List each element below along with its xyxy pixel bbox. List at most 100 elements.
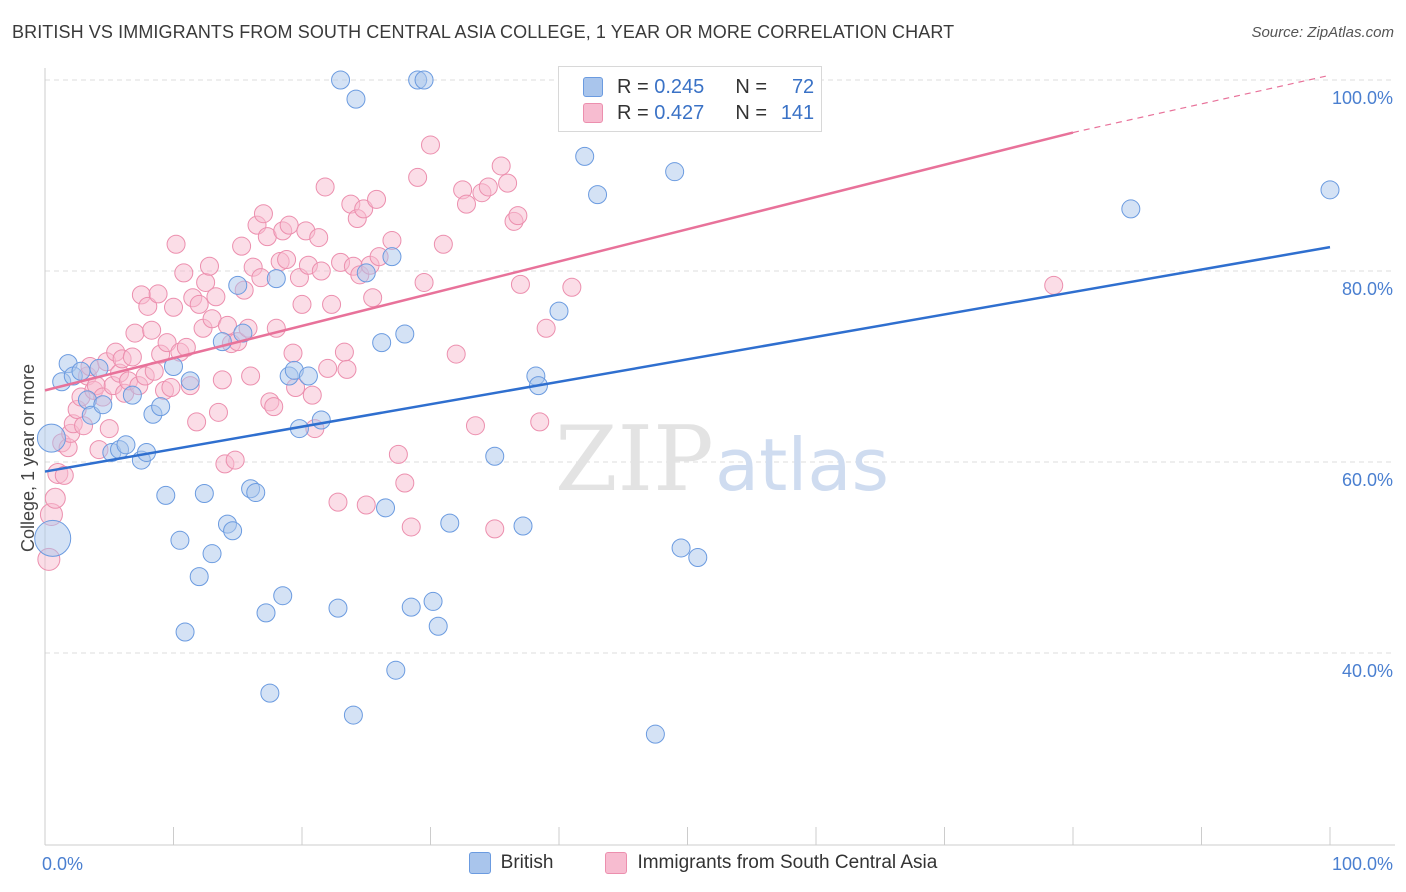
- british-point: [1320, 180, 1340, 200]
- british-point: [116, 435, 136, 455]
- british-point: [395, 324, 415, 344]
- legend-row-immigrants: R = 0.427 N = 141: [583, 100, 814, 126]
- immigrants-point: [99, 419, 119, 439]
- immigrants-point: [279, 215, 299, 235]
- british-legend-swatch: [468, 852, 491, 874]
- british-n-label: N =: [735, 75, 768, 98]
- immigrants-point: [277, 250, 297, 270]
- y-tick-label: 100.0%: [1332, 88, 1393, 108]
- british-point: [376, 498, 396, 518]
- british-points: [34, 70, 1340, 744]
- immigrants-point: [54, 465, 74, 485]
- british-point: [202, 544, 222, 564]
- british-point: [93, 395, 113, 415]
- british-swatch: [583, 77, 603, 97]
- immigrants-point: [388, 444, 408, 464]
- british-r-value: 0.245: [654, 75, 705, 98]
- immigrants-point: [395, 473, 415, 493]
- british-n-value: 72: [791, 75, 815, 98]
- immigrants-point: [166, 234, 186, 254]
- british-point: [671, 538, 691, 558]
- x-tick-label: 0.0%: [42, 854, 83, 874]
- immigrants-point: [456, 194, 476, 214]
- legend-immigrants[interactable]: Immigrants from South Central Asia: [605, 852, 937, 874]
- legend-british[interactable]: British: [468, 852, 554, 874]
- immigrants-point: [356, 495, 376, 515]
- immigrants-point: [363, 288, 383, 308]
- immigrants-legend-label: Immigrants from South Central Asia: [637, 852, 938, 873]
- british-point: [156, 485, 176, 505]
- immigrants-point: [176, 337, 196, 357]
- legend-row-british: R = 0.245 N = 72: [583, 74, 814, 100]
- british-point: [382, 247, 402, 267]
- british-point: [372, 333, 392, 353]
- immigrants-n-label: N =: [735, 101, 768, 124]
- immigrants-point: [382, 230, 402, 250]
- british-point: [71, 361, 91, 381]
- trend-lines: [44, 74, 1331, 473]
- british-point: [356, 263, 376, 283]
- immigrants-point: [315, 177, 335, 197]
- immigrants-point: [142, 320, 162, 340]
- immigrants-point: [446, 344, 466, 364]
- british-point: [246, 483, 266, 503]
- immigrants-point: [125, 323, 145, 343]
- british-point: [331, 70, 351, 90]
- immigrants-point: [478, 177, 498, 197]
- immigrants-point: [283, 343, 303, 363]
- series-legend: British Immigrants from South Central As…: [0, 852, 1406, 874]
- immigrants-point: [536, 318, 556, 338]
- immigrants-point: [328, 492, 348, 512]
- immigrants-point: [225, 450, 245, 470]
- british-point: [665, 162, 685, 182]
- british-point: [575, 146, 595, 166]
- british-point: [223, 521, 243, 541]
- immigrants-n-value: 141: [780, 101, 815, 124]
- british-point: [485, 446, 505, 466]
- british-point: [549, 301, 569, 321]
- british-point: [401, 597, 421, 617]
- british-point: [588, 185, 608, 205]
- immigrants-r-value: 0.427: [654, 101, 705, 124]
- immigrants-point: [414, 272, 434, 292]
- immigrants-point: [309, 228, 329, 248]
- british-point: [346, 89, 366, 109]
- y-tick-labels: 40.0% 60.0% 80.0% 100.0%: [1332, 88, 1393, 681]
- immigrants-point: [302, 385, 322, 405]
- immigrants-point: [241, 366, 261, 386]
- immigrants-trend-line: [44, 131, 1074, 392]
- immigrants-point: [148, 284, 168, 304]
- immigrants-point: [530, 412, 550, 432]
- british-point: [1121, 199, 1141, 219]
- british-point: [328, 598, 348, 618]
- watermark-zip: ZIP: [555, 407, 714, 512]
- immigrants-point: [164, 297, 183, 317]
- british-point: [298, 366, 318, 386]
- stats-legend: R = 0.245 N = 72 R = 0.427 N = 141: [558, 66, 822, 132]
- immigrants-point: [334, 342, 354, 362]
- british-point: [122, 385, 142, 405]
- immigrants-swatch: [583, 103, 603, 123]
- immigrants-point: [510, 274, 530, 294]
- british-legend-label: British: [500, 852, 554, 873]
- british-point: [428, 616, 448, 636]
- immigrants-point: [433, 234, 453, 254]
- immigrants-point: [206, 287, 226, 307]
- immigrants-point: [562, 277, 582, 297]
- immigrants-point: [212, 370, 232, 390]
- watermark-atlas: atlas: [715, 423, 889, 507]
- british-r-label: R =: [617, 75, 649, 98]
- immigrants-point: [322, 294, 342, 314]
- british-point: [386, 660, 406, 680]
- immigrants-point: [253, 204, 273, 224]
- british-point: [260, 683, 280, 703]
- british-point: [233, 323, 253, 343]
- immigrants-point: [354, 199, 374, 219]
- y-tick-label: 40.0%: [1342, 661, 1393, 681]
- y-tick-label: 60.0%: [1342, 470, 1393, 490]
- british-point: [151, 397, 171, 417]
- british-point: [34, 519, 72, 557]
- immigrants-point: [1044, 275, 1064, 295]
- immigrants-point: [292, 294, 312, 314]
